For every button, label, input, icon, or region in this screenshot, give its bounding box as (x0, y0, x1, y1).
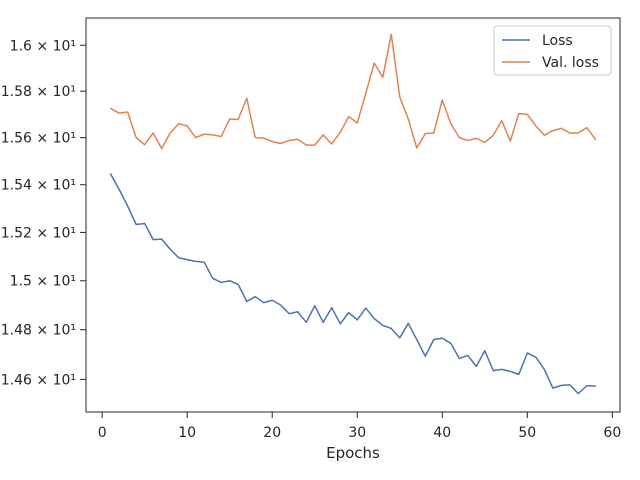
x-tick-label: 0 (98, 425, 107, 441)
y-tick-label: 1.5 × 10¹ (10, 274, 76, 290)
series-line-loss (109, 173, 597, 395)
y-tick-label: 1.52 × 10¹ (1, 225, 76, 241)
legend-label-loss: Loss (542, 33, 573, 49)
x-tick-label: 60 (603, 425, 621, 441)
x-axis-title: Epochs (326, 444, 380, 462)
legend: Loss Val. loss (493, 25, 612, 76)
y-tick-label: 1.54 × 10¹ (1, 178, 76, 194)
y-tick-label: 1.48 × 10¹ (1, 323, 76, 339)
y-tick-label: 1.58 × 10¹ (1, 84, 76, 100)
series-line-val-loss (109, 33, 597, 150)
x-tick-label: 10 (178, 425, 196, 441)
x-tick-label: 50 (518, 425, 536, 441)
y-tick-label: 1.6 × 10¹ (10, 38, 76, 54)
y-tick-label: 1.56 × 10¹ (1, 131, 76, 147)
x-axis: 0 10 20 30 40 50 60 (98, 412, 621, 441)
plot-frame (85, 17, 621, 413)
plot-content (109, 33, 597, 395)
legend-label-val-loss: Val. loss (542, 55, 599, 71)
y-axis: 1.46 × 10¹ 1.48 × 10¹ 1.5 × 10¹ 1.52 × 10¹ 1… (1, 38, 86, 388)
x-tick-label: 40 (433, 425, 451, 441)
x-tick-label: 20 (263, 425, 281, 441)
y-tick-label: 1.46 × 10¹ (1, 372, 76, 388)
x-tick-label: 30 (348, 425, 366, 441)
